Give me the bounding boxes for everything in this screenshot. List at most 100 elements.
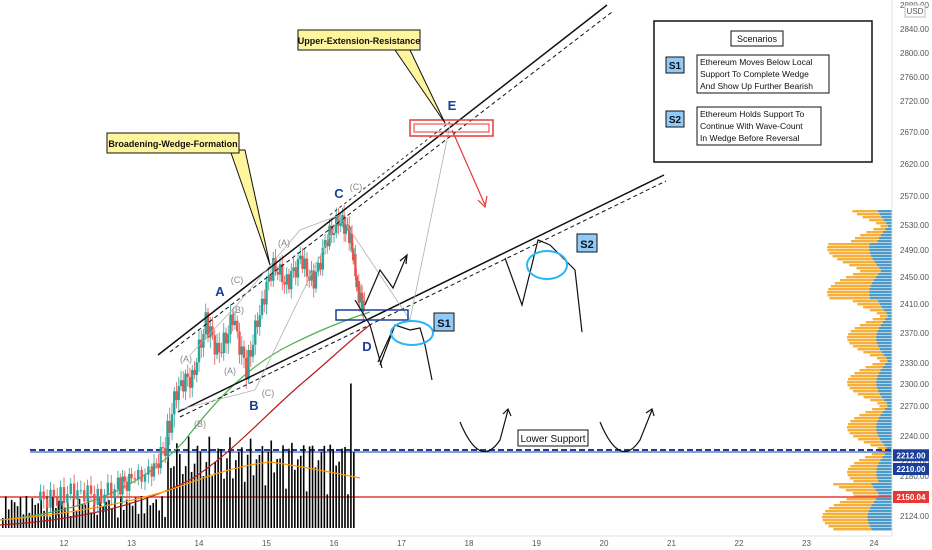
volume-profile-bar xyxy=(839,486,892,489)
candle-body xyxy=(314,271,318,289)
x-tick-label: 19 xyxy=(532,539,541,548)
volume-bar xyxy=(205,462,208,528)
volume-bar xyxy=(335,465,337,528)
candle-body xyxy=(350,233,354,250)
volume-bar xyxy=(81,503,84,528)
volume-profile-bar xyxy=(847,381,892,384)
volume-bar xyxy=(276,459,278,528)
candle-body xyxy=(191,369,194,388)
volume-profile-bar-alt xyxy=(887,225,892,228)
volume-bar xyxy=(155,499,157,528)
upper-extension-label: Upper-Extension-Resistance xyxy=(298,36,421,46)
volume-profile-bar xyxy=(866,231,892,234)
volume-profile-bar xyxy=(856,213,892,216)
volume-profile-bar xyxy=(865,366,892,369)
volume-profile-bar-alt xyxy=(882,366,892,369)
volume-profile-bar-alt xyxy=(867,516,892,519)
volume-bar xyxy=(294,469,296,528)
candle-body xyxy=(231,314,234,326)
x-tick-label: 20 xyxy=(600,539,609,548)
volume-bar xyxy=(122,509,125,528)
volume-bar xyxy=(105,501,107,528)
volume-profile-bar-alt xyxy=(868,510,892,513)
volume-profile-bar-alt xyxy=(869,246,892,249)
volume-profile-bar xyxy=(852,492,892,495)
volume-bar xyxy=(305,491,308,528)
volume-profile-bar xyxy=(849,477,892,480)
candle-body xyxy=(290,271,293,290)
candle-body xyxy=(69,483,72,494)
volume-profile-bar-alt xyxy=(886,357,892,360)
volume-bar xyxy=(311,445,314,528)
volume-bar xyxy=(270,440,273,528)
volume-bar xyxy=(258,454,261,528)
volume-bar xyxy=(229,437,231,528)
volume-profile-bar xyxy=(847,384,892,387)
volume-profile-bar xyxy=(850,375,892,378)
volume-profile-bar-alt xyxy=(880,459,892,462)
candle-body xyxy=(39,491,42,501)
volume-profile-bar-alt xyxy=(869,294,892,297)
candle-body xyxy=(292,267,295,272)
volume-bar xyxy=(187,436,190,528)
candle-body xyxy=(305,258,309,277)
candle-body xyxy=(354,254,357,277)
candle-body xyxy=(238,331,241,355)
candle-body xyxy=(173,391,176,415)
volume-profile-bar xyxy=(849,264,892,267)
s1-marker[interactable]: S1 xyxy=(433,312,455,332)
candle-body xyxy=(294,267,297,278)
candle-body xyxy=(99,488,103,504)
wedge-lower-dashed xyxy=(179,180,667,418)
volume-profile-bar-alt xyxy=(878,372,892,375)
volume-profile-bar-alt xyxy=(876,498,892,501)
volume-bar xyxy=(282,445,284,528)
x-tick-label: 16 xyxy=(330,539,339,548)
volume-profile-bar xyxy=(847,468,892,471)
volume-bar xyxy=(111,508,113,528)
y-tick-label: 2760.00 xyxy=(900,73,929,82)
volume-bar xyxy=(332,448,334,528)
volume-bar xyxy=(344,446,346,528)
volume-bar xyxy=(220,449,222,528)
volume-profile-bar-alt xyxy=(877,432,892,435)
volume-bar xyxy=(131,505,134,528)
candle-body xyxy=(330,225,333,236)
volume-profile-bar-alt xyxy=(877,477,892,480)
volume-bar xyxy=(279,458,281,528)
candle-body xyxy=(56,497,59,506)
volume-profile-bar-alt xyxy=(871,255,892,258)
candle-body xyxy=(267,275,270,282)
time-axis[interactable]: 12 13 14 15 16 17 18 19 20 21 22 23 24 xyxy=(60,539,879,548)
volume-profile-bar xyxy=(853,390,892,393)
y-tick-label: 2300.00 xyxy=(900,380,929,389)
candle-body xyxy=(62,487,66,504)
candle-body xyxy=(204,312,207,335)
candle-body xyxy=(265,281,268,305)
volume-profile-bar-alt xyxy=(869,249,892,252)
volume-bar xyxy=(226,458,228,528)
scenario-s1-id: S1 xyxy=(669,61,682,72)
volume-bar xyxy=(143,513,146,528)
s2-marker[interactable]: S2 xyxy=(576,233,598,253)
volume-profile-bar-alt xyxy=(877,240,892,243)
wave-a-label: A xyxy=(215,284,225,299)
candle-body xyxy=(281,264,284,283)
scenarios-panel: Scenarios S1 Ethereum Moves Below Local … xyxy=(653,20,873,163)
candle-body xyxy=(283,282,286,285)
volume-profile-bar-alt xyxy=(867,519,892,522)
volume-profile-bar-alt xyxy=(876,423,892,426)
candle-body xyxy=(130,473,133,479)
x-tick-label: 22 xyxy=(735,539,744,548)
candle-body xyxy=(128,473,131,491)
volume-profile-bar-alt xyxy=(871,528,892,531)
volume-profile xyxy=(822,210,892,531)
candle-body xyxy=(45,499,49,508)
volume-profile-bar xyxy=(873,228,892,231)
volume-profile-bar-alt xyxy=(885,363,892,366)
volume-profile-bar-alt xyxy=(878,345,892,348)
candle-body xyxy=(193,369,196,375)
price-axis[interactable]: 2124.002150.002180.002210.002240.002270.… xyxy=(900,1,929,521)
volume-profile-bar-alt xyxy=(882,411,892,414)
